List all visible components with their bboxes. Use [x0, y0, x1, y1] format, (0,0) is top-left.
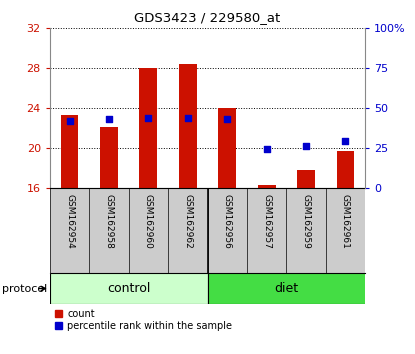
Text: control: control — [107, 282, 150, 295]
Bar — [50, 273, 208, 304]
Point — [224, 116, 231, 122]
Title: GDS3423 / 229580_at: GDS3423 / 229580_at — [134, 11, 281, 24]
Point — [66, 118, 73, 124]
Text: GSM162962: GSM162962 — [183, 194, 192, 249]
Bar — [297, 170, 315, 188]
Text: GSM162956: GSM162956 — [223, 194, 232, 249]
Point — [303, 143, 309, 149]
Text: diet: diet — [274, 282, 298, 295]
Bar — [218, 108, 236, 188]
Bar — [139, 68, 157, 188]
Bar — [337, 151, 354, 188]
Text: GSM162959: GSM162959 — [302, 194, 310, 249]
Text: GSM162954: GSM162954 — [65, 194, 74, 249]
Point — [342, 138, 349, 144]
Bar — [179, 64, 197, 188]
Text: GSM162961: GSM162961 — [341, 194, 350, 249]
Bar — [61, 115, 78, 188]
Bar — [258, 185, 276, 188]
Point — [145, 115, 152, 120]
Point — [264, 147, 270, 152]
Text: GSM162958: GSM162958 — [105, 194, 113, 249]
Text: GSM162960: GSM162960 — [144, 194, 153, 249]
Point — [184, 115, 191, 120]
Bar — [208, 273, 385, 304]
Bar — [100, 127, 118, 188]
Text: GSM162957: GSM162957 — [262, 194, 271, 249]
Legend: count, percentile rank within the sample: count, percentile rank within the sample — [55, 309, 232, 331]
Point — [105, 116, 112, 122]
Text: protocol: protocol — [2, 284, 47, 293]
